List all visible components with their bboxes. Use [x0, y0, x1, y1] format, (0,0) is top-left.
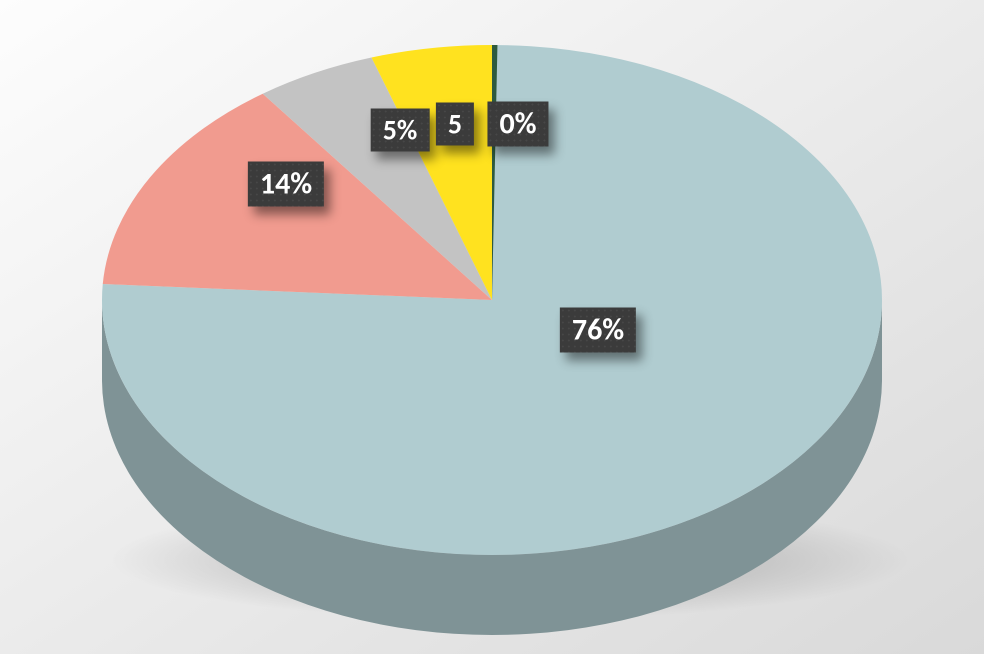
data-label: 5 — [436, 103, 474, 146]
pie-chart-3d: { "chart": { "type": "pie", "style": "3d… — [0, 0, 984, 654]
data-label: 0% — [487, 102, 548, 147]
data-label: 5% — [371, 109, 430, 152]
data-label: 76% — [560, 308, 636, 353]
data-label: 14% — [248, 162, 324, 207]
pie-chart-svg — [0, 0, 984, 654]
